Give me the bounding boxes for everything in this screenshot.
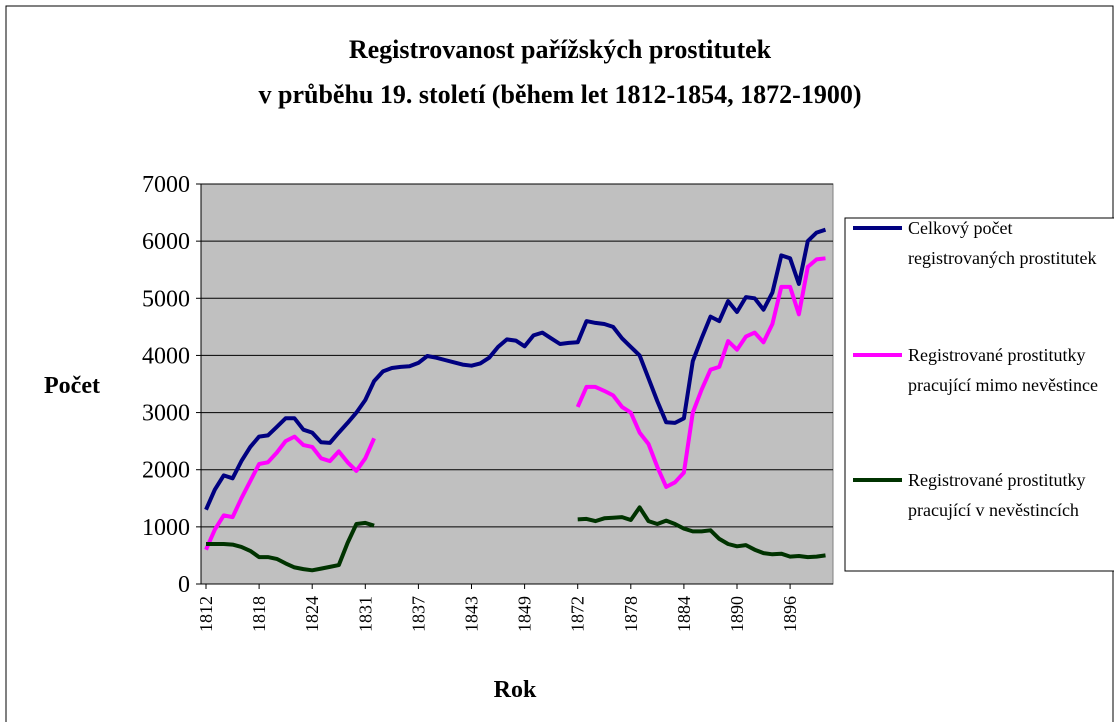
y-tick-label: 0	[178, 572, 190, 598]
y-tick-label: 5000	[142, 286, 190, 312]
legend-label: Registrované prostitutky pracující v nevě…	[908, 470, 1085, 520]
chart-title: v průběhu 19. století (během let 1812-18…	[258, 80, 861, 109]
x-tick-label: 1872	[568, 596, 588, 632]
x-tick-label: 1818	[249, 596, 269, 632]
y-tick-label: 1000	[142, 515, 190, 541]
y-axis-label: Počet	[44, 373, 100, 399]
y-tick-label: 6000	[142, 229, 190, 255]
legend-label-line: Registrované prostitutky	[908, 470, 1085, 490]
y-tick-label: 3000	[142, 401, 190, 427]
x-tick-label: 1849	[515, 596, 535, 632]
x-tick-label: 1824	[302, 596, 322, 632]
series-line	[204, 256, 826, 551]
y-tick-label: 2000	[142, 458, 190, 484]
x-tick-label: 1896	[780, 596, 800, 632]
x-tick-label: 1878	[621, 596, 641, 632]
x-tick-label: 1843	[462, 596, 482, 632]
plot-area	[200, 183, 834, 585]
series-line	[204, 227, 827, 511]
x-tick-label: 1812	[196, 596, 216, 632]
chart-title: Registrovanost pařížských prostitutek	[349, 35, 772, 64]
legend-label: Celkový počet registrovaných prostitutek	[908, 218, 1096, 268]
x-axis-label: Rok	[494, 677, 537, 703]
legend-label-line: Celkový počet	[908, 218, 1012, 238]
series-line	[206, 505, 826, 573]
legend-label-line: pracující v nevěstincích	[908, 500, 1079, 520]
legend-label: Registrované prostitutky pracující mimo n…	[908, 345, 1098, 395]
y-tick-label: 4000	[142, 343, 190, 369]
x-tick-label: 1831	[355, 596, 375, 632]
legend-label-line: Registrované prostitutky	[908, 345, 1085, 365]
x-tick-label: 1884	[674, 596, 694, 632]
legend-label-line: pracující mimo nevěstince	[908, 375, 1098, 395]
x-tick-label: 1890	[727, 596, 747, 632]
legend	[844, 217, 1114, 572]
x-tick-label: 1837	[408, 596, 428, 632]
legend-label-line: registrovaných prostitutek	[908, 248, 1096, 268]
y-tick-label: 7000	[142, 172, 190, 198]
